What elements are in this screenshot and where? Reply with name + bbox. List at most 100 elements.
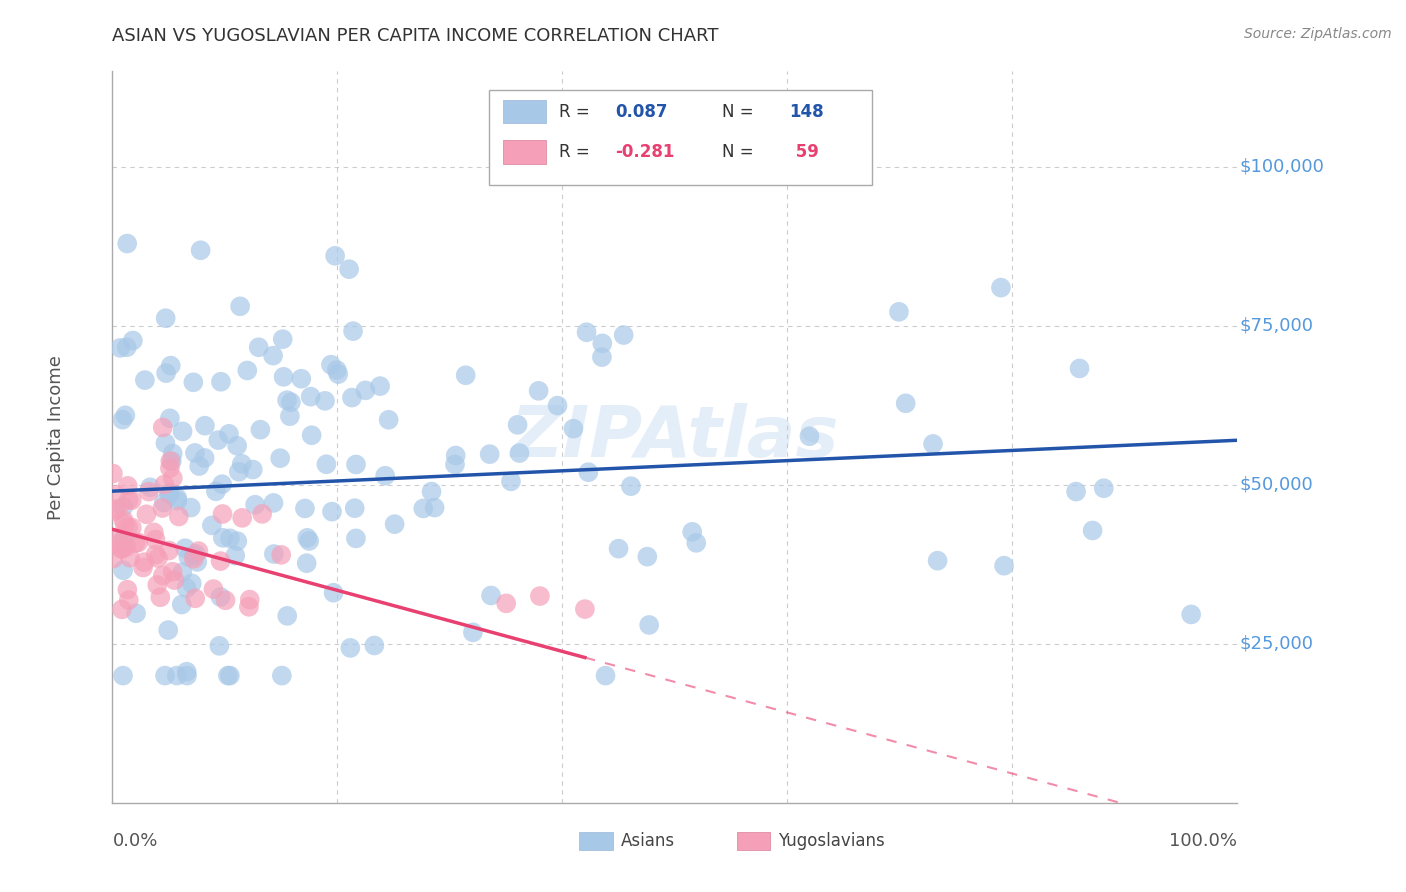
Point	[374, 468, 396, 483]
Point	[297, 531, 319, 545]
Point	[276, 393, 298, 408]
Text: ASIAN VS YUGOSLAVIAN PER CAPITA INCOME CORRELATION CHART: ASIAN VS YUGOSLAVIAN PER CAPITA INCOME C…	[112, 27, 718, 45]
Point	[157, 623, 180, 637]
Point	[190, 244, 212, 258]
Point	[444, 458, 467, 472]
Text: 148: 148	[790, 103, 824, 120]
Point	[323, 249, 346, 263]
Point	[217, 668, 239, 682]
Point	[301, 428, 323, 442]
Point	[1180, 607, 1202, 622]
Point	[299, 390, 322, 404]
Bar	[503, 100, 546, 123]
Point	[112, 563, 135, 577]
Point	[209, 554, 232, 568]
Point	[799, 429, 821, 443]
Text: R =: R =	[560, 103, 589, 120]
Point	[145, 533, 167, 547]
Point	[134, 373, 156, 387]
Point	[495, 596, 517, 610]
Point	[1064, 484, 1087, 499]
Point	[1069, 361, 1091, 376]
Point	[591, 350, 613, 364]
Text: N =: N =	[723, 103, 754, 120]
Point	[201, 518, 224, 533]
Point	[894, 396, 917, 410]
Point	[152, 568, 174, 582]
Text: Per Capita Income: Per Capita Income	[48, 355, 65, 519]
Point	[219, 668, 242, 682]
Point	[326, 363, 349, 377]
Point	[269, 451, 291, 466]
Point	[412, 501, 434, 516]
Point	[231, 511, 253, 525]
Point	[101, 551, 124, 566]
Point	[186, 555, 208, 569]
Point	[236, 363, 259, 377]
Point	[278, 409, 301, 424]
Point	[1081, 524, 1104, 538]
Point	[155, 436, 177, 450]
Point	[112, 500, 135, 514]
Point	[290, 372, 312, 386]
Point	[454, 368, 477, 383]
Point	[117, 520, 139, 534]
Point	[342, 324, 364, 338]
Point	[184, 591, 207, 606]
Point	[607, 541, 630, 556]
Point	[105, 487, 128, 501]
Point	[205, 484, 228, 499]
Point	[180, 500, 202, 515]
Point	[162, 471, 184, 485]
Point	[108, 536, 131, 550]
Point	[208, 639, 231, 653]
Point	[238, 599, 260, 614]
Text: Source: ZipAtlas.com: Source: ZipAtlas.com	[1244, 27, 1392, 41]
Point	[121, 493, 143, 508]
Point	[159, 461, 181, 475]
Text: -0.281: -0.281	[616, 143, 675, 161]
Point	[157, 543, 180, 558]
Point	[184, 547, 207, 561]
Text: $100,000: $100,000	[1240, 158, 1324, 176]
Point	[295, 556, 318, 570]
Point	[478, 447, 501, 461]
Text: ZIPAtlas: ZIPAtlas	[510, 402, 839, 472]
Point	[145, 548, 167, 562]
Point	[166, 493, 188, 508]
Point	[155, 366, 177, 380]
Point	[922, 437, 945, 451]
Point	[990, 280, 1012, 294]
Point	[114, 516, 136, 531]
Point	[111, 541, 134, 556]
Point	[681, 524, 703, 539]
Point	[243, 498, 266, 512]
Point	[170, 598, 193, 612]
Point	[423, 500, 446, 515]
Point	[152, 501, 174, 516]
Point	[111, 412, 134, 426]
Point	[337, 262, 360, 277]
Point	[177, 549, 200, 564]
Point	[172, 425, 194, 439]
Point	[249, 423, 271, 437]
Text: 0.087: 0.087	[616, 103, 668, 120]
Point	[194, 418, 217, 433]
Point	[107, 501, 129, 516]
Point	[591, 336, 613, 351]
Point	[101, 467, 124, 481]
Point	[134, 555, 156, 569]
Point	[228, 465, 250, 479]
Point	[575, 325, 598, 339]
Point	[172, 565, 194, 579]
Point	[153, 668, 176, 682]
Point	[159, 454, 181, 468]
Point	[142, 525, 165, 540]
Point	[214, 593, 236, 607]
Point	[927, 554, 949, 568]
Point	[529, 589, 551, 603]
Point	[321, 505, 343, 519]
Point	[887, 305, 910, 319]
Point	[194, 450, 217, 465]
Point	[157, 486, 180, 500]
